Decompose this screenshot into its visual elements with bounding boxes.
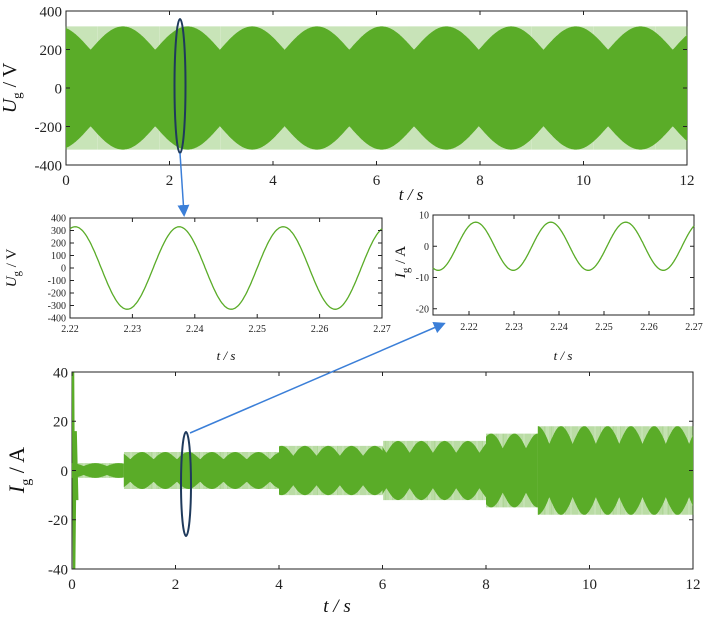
x-tick-label: 4 (269, 173, 277, 189)
callout-ellipse-bottom (180, 431, 192, 537)
bottom-series-segment (486, 433, 538, 508)
zoom-voltage-series-line (69, 226, 383, 310)
y-tick-label: -20 (48, 513, 68, 529)
y-tick-label: -300 (48, 301, 66, 312)
y-tick-label: 400 (40, 4, 63, 20)
x-tick-label: 2.25 (595, 322, 613, 333)
zoom-current-series-line (432, 221, 695, 271)
bottom-series-segment (537, 426, 693, 515)
x-tick-label: 12 (686, 577, 701, 593)
x-tick-label: 10 (576, 173, 591, 189)
x-tick-label: 6 (379, 577, 387, 593)
bottom-series-segment (72, 463, 124, 478)
x-tick-label: 8 (482, 577, 490, 593)
bottom-series-segment (123, 452, 279, 489)
x-tick-label: 0 (62, 173, 70, 189)
y-tick-label: -40 (48, 562, 68, 578)
y-tick-label: 100 (51, 251, 66, 262)
x-tick-label: 2.24 (186, 324, 204, 335)
panel-zoom-voltage-plot (69, 226, 383, 310)
x-tick-label: 8 (476, 173, 484, 189)
y-tick-label: -100 (48, 276, 66, 287)
bottom-series-segment (279, 445, 383, 496)
x-tick-label: 2.23 (124, 324, 142, 335)
panel-zoom-current: 2.22 2.23 2.24 2.25 2.26 2.27 10 0 -10 -20 Ig / A… (393, 211, 703, 364)
x-tick-label: 10 (582, 577, 597, 593)
panel-top: 0 2 4 6 8 10 12 400 200 0 -200 -400 Ug / V t / s (0, 4, 695, 204)
panel-zoom-current-frame (432, 214, 695, 316)
y-tick-label: -400 (48, 314, 66, 325)
x-tick-label: 6 (373, 173, 381, 189)
x-tick-label: 12 (680, 173, 695, 189)
y-tick-label: 40 (53, 365, 68, 381)
x-tick-label: 0 (68, 577, 76, 593)
y-tick-label: 0 (424, 242, 429, 253)
y-tick-label: 400 (51, 214, 66, 225)
panel-zoom-current-ylabel: Ig / A (393, 246, 412, 279)
panel-bottom-ticks: 0 2 4 6 8 10 12 40 20 0 -20 -40 (48, 365, 701, 593)
panel-top-ylabel: Ug / V (0, 62, 24, 113)
x-tick-label: 2.23 (505, 322, 523, 333)
y-tick-label: -200 (35, 120, 63, 136)
y-tick-label: -200 (48, 289, 66, 300)
callout-arrow-top (177, 152, 190, 217)
panel-bottom: 0 2 4 6 8 10 12 40 20 0 -20 -40 Ig / A t / s (4, 365, 701, 617)
top-series-body (66, 26, 687, 150)
panel-zoom-voltage-frame (69, 217, 383, 319)
panel-top-ticks: 0 2 4 6 8 10 12 400 200 0 -200 -400 (35, 4, 695, 189)
panel-zoom-current-xlabel: t / s (554, 348, 573, 363)
x-tick-label: 2.22 (61, 324, 79, 335)
y-tick-label: -10 (416, 273, 429, 284)
callout-arrow-bottom (189, 322, 446, 434)
x-tick-label: 2.24 (550, 322, 568, 333)
panel-top-xlabel: t / s (399, 185, 424, 204)
x-tick-label: 2.27 (685, 322, 703, 333)
panel-bottom-xlabel: t / s (323, 596, 350, 617)
panel-bottom-plot (71, 371, 694, 570)
y-tick-label: -20 (416, 304, 429, 315)
x-tick-label: 4 (275, 577, 283, 593)
x-tick-label: 2.27 (373, 324, 391, 335)
y-tick-label: 200 (40, 43, 63, 59)
y-tick-label: 200 (51, 239, 66, 250)
y-tick-label: -400 (35, 158, 63, 174)
panel-zoom-current-plot (432, 221, 695, 271)
x-tick-label: 2.26 (311, 324, 329, 335)
panel-zoom-current-ticks: 2.22 2.23 2.24 2.25 2.26 2.27 10 0 -10 -20 (416, 211, 703, 334)
x-tick-label: 2.22 (460, 322, 478, 333)
x-tick-label: 2 (166, 173, 174, 189)
y-tick-label: 300 (51, 226, 66, 237)
y-tick-label: 0 (61, 464, 69, 480)
x-tick-label: 2 (172, 577, 180, 593)
y-tick-label: 0 (61, 264, 66, 275)
y-tick-label: 10 (419, 211, 429, 222)
callouts (173, 18, 446, 537)
panel-top-plot (65, 26, 688, 150)
panel-zoom-voltage-ylabel: Ug / V (4, 249, 23, 288)
y-tick-label: 0 (55, 81, 63, 97)
x-tick-label: 2.25 (248, 324, 266, 335)
x-tick-label: 2.26 (640, 322, 658, 333)
y-tick-label: 20 (53, 415, 68, 431)
panel-bottom-ylabel: Ig / A (4, 447, 34, 494)
bottom-series-segment (382, 440, 486, 501)
panel-zoom-voltage-xlabel: t / s (217, 348, 236, 363)
